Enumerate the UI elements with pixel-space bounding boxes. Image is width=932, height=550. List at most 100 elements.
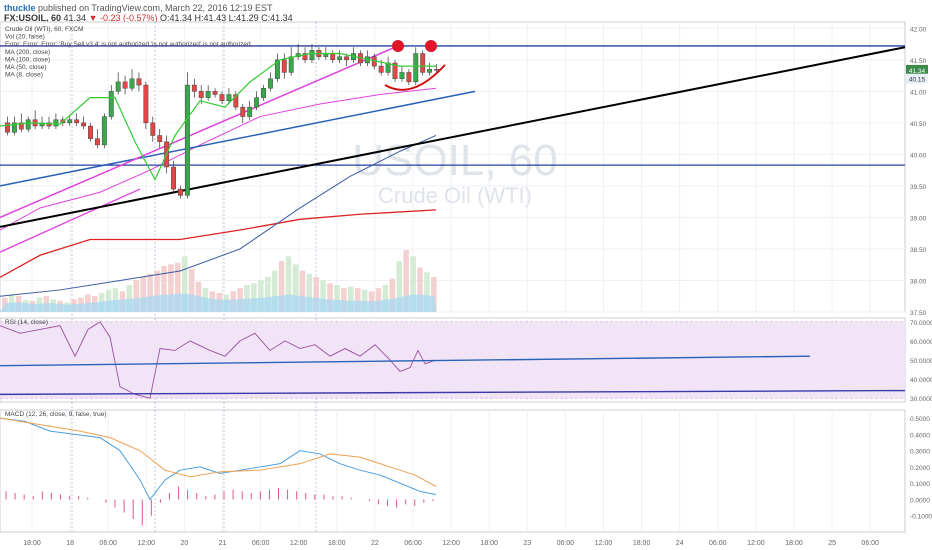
legend-item-3: MA (200, close) <box>5 49 50 56</box>
volume-bar <box>382 284 389 312</box>
candle-body <box>115 81 121 92</box>
rsi-tick-label: 50.0000 <box>910 358 932 365</box>
rsi-tick-label: 40.0000 <box>910 377 932 384</box>
candle-body <box>309 50 315 61</box>
watermark-symbol: USOIL, 60 <box>352 136 557 185</box>
volume-bar <box>251 283 257 312</box>
candle-body <box>268 78 273 89</box>
volume-bar <box>299 270 306 312</box>
candle-body <box>53 119 59 127</box>
volume-bar <box>424 272 430 312</box>
volume-bar <box>258 280 264 312</box>
macd-title: MACD (12, 26, close, 9, false, true) <box>5 411 107 418</box>
publish-info: published on TradingView.com, March 22, … <box>38 3 273 13</box>
candle-body <box>88 125 93 139</box>
macd-tick-label: 0.5000 <box>910 416 930 423</box>
volume-bar <box>181 256 188 312</box>
candle-body <box>95 138 100 146</box>
volume-bar <box>264 277 271 312</box>
x-tick-label: 12:00 <box>595 540 613 547</box>
volume-bar <box>396 261 403 312</box>
x-tick-label: 24 <box>676 540 684 547</box>
author-name[interactable]: thuckle <box>4 3 36 13</box>
candle-body <box>240 106 246 117</box>
macd-signal-line <box>0 417 437 487</box>
rsi-trendline-0 <box>0 355 811 367</box>
candle-body <box>171 166 176 190</box>
candle-body <box>385 62 391 73</box>
ma200-line <box>0 209 437 278</box>
macd-line <box>0 417 437 501</box>
volume-bar <box>341 288 347 312</box>
rsi-title: RSI (14, close) <box>5 319 48 326</box>
publish-line: thuckle published on TradingView.com, Ma… <box>4 3 273 13</box>
candle-body <box>247 106 253 117</box>
x-tick-label: 12:00 <box>442 540 460 547</box>
macd-tick-label: 0.2000 <box>910 465 930 472</box>
volume-bar <box>133 280 140 312</box>
rising-trendline-magenta <box>0 46 396 219</box>
y-tick-label: 40.00 <box>910 152 927 159</box>
candle-body <box>122 81 128 89</box>
candle-body <box>108 91 114 117</box>
candle-body <box>67 119 73 124</box>
x-tick-label: 18 <box>66 540 74 547</box>
candle-body <box>143 84 149 124</box>
price-badge-ma: 40.15 <box>909 77 926 84</box>
candle-body <box>427 69 433 73</box>
y-tick-label: 39.50 <box>910 184 927 191</box>
y-tick-label: 42.00 <box>910 26 927 33</box>
volume-bar <box>403 250 409 312</box>
candle-body <box>434 69 439 71</box>
candle-body <box>274 59 280 79</box>
candle-body <box>212 91 218 95</box>
volume-bar <box>140 277 146 312</box>
volume-bar <box>188 269 195 312</box>
x-tick-label: 20 <box>181 540 189 547</box>
candle-body <box>233 94 239 108</box>
volume-bar <box>271 270 278 312</box>
x-tick-label: 12:00 <box>138 540 156 547</box>
y-tick-label: 38.00 <box>910 278 927 285</box>
x-tick-label: 22 <box>371 540 379 547</box>
candle-body <box>420 53 426 73</box>
volume-bar <box>348 286 354 312</box>
rsi-trendline-1 <box>0 389 906 396</box>
candle-body <box>406 72 412 83</box>
price-badge-last: 41.34 <box>909 68 926 75</box>
rsi-line <box>0 321 437 399</box>
candle-body <box>399 72 405 79</box>
candle-body <box>191 84 197 92</box>
candle-body <box>302 53 308 61</box>
y-tick-label: 40.50 <box>910 121 927 128</box>
y-tick-label: 41.00 <box>910 89 927 96</box>
candle-body <box>288 56 294 73</box>
volume-bar <box>285 256 292 312</box>
candle-body <box>18 122 24 130</box>
x-tick-label: 06:00 <box>252 540 270 547</box>
x-tick-label: 06:00 <box>99 540 117 547</box>
candle-body <box>178 188 183 196</box>
volume-bar <box>361 289 368 312</box>
x-tick-label: 12:00 <box>290 540 308 547</box>
x-tick-label: 23 <box>523 540 531 547</box>
top-marker-dot <box>392 39 404 52</box>
macd-tick-label: -0.1000 <box>910 514 932 521</box>
volume-bar <box>334 284 340 312</box>
volume-bar <box>320 280 326 312</box>
legend-item-0: Crude Oil (WTI), 60, FXCM <box>5 26 83 33</box>
volume-bar <box>161 265 167 312</box>
volume-bar <box>431 277 437 312</box>
x-tick-label: 18:00 <box>23 540 41 547</box>
candle-body <box>392 62 398 79</box>
x-tick-label: 18:00 <box>328 540 346 547</box>
rising-trendline-magenta-2 <box>0 188 141 253</box>
volume-bar <box>168 264 174 312</box>
x-tick-label: 06:00 <box>861 540 879 547</box>
candle-body <box>11 122 17 133</box>
legend-item-4: MA (100, close) <box>5 56 50 63</box>
volume-bar <box>417 267 423 312</box>
legend-item-1: Vol (20, false) <box>5 34 45 41</box>
rsi-tick-label: 60.0000 <box>910 339 932 346</box>
